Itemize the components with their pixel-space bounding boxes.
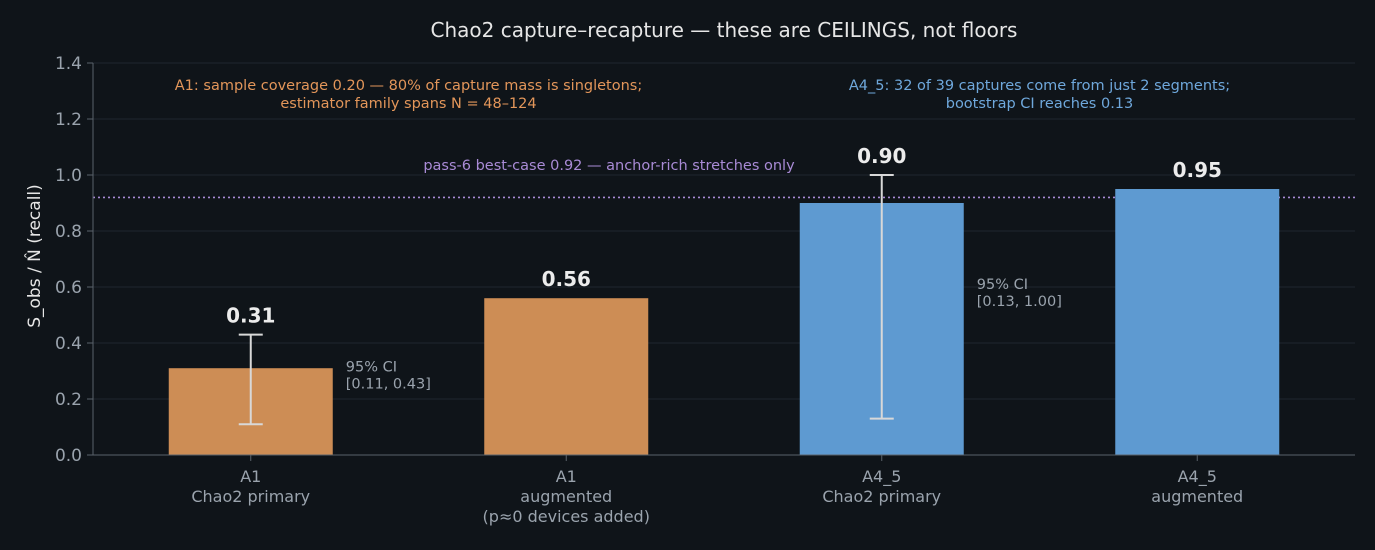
annotation-text: A1: sample coverage 0.20 — 80% of captur… <box>175 78 642 94</box>
y-tick-label: 0.4 <box>55 334 82 354</box>
value-label: 0.95 <box>1173 158 1222 182</box>
ci-label: [0.13, 1.00] <box>977 294 1062 310</box>
y-tick-label: 0.0 <box>55 446 82 466</box>
chart-title: Chao2 capture–recapture — these are CEIL… <box>431 18 1018 42</box>
ci-label: [0.11, 0.43] <box>346 376 431 392</box>
value-labels: 0.31 0.56 0.90 0.95 <box>226 144 1222 328</box>
x-category-label: (p≈0 devices added) <box>483 507 650 526</box>
annotation-text: A4_5: 32 of 39 captures come from just 2… <box>849 78 1230 94</box>
y-tick-label: 1.0 <box>55 166 82 186</box>
y-axis-label: S_obs / N̂ (recall) <box>24 184 45 328</box>
x-category-label: Chao2 primary <box>822 487 941 506</box>
y-tick-label: 1.2 <box>55 110 82 130</box>
x-category-label: A4_5 <box>1178 467 1217 487</box>
error-bars: 95% CI[0.11, 0.43]95% CI[0.13, 1.00] <box>238 174 1062 426</box>
value-label: 0.56 <box>542 267 591 291</box>
x-category-label: Chao2 primary <box>191 487 310 506</box>
y-ticks: 0.0 0.2 0.4 0.6 0.8 1.0 1.2 1.4 <box>55 54 93 466</box>
reference-line-label: pass-6 best-case 0.92 — anchor-rich stre… <box>423 158 795 174</box>
x-category-label: augmented <box>520 487 612 506</box>
value-label: 0.31 <box>226 304 275 328</box>
y-tick-label: 0.8 <box>55 222 82 242</box>
bars <box>168 189 1280 455</box>
bar <box>484 298 649 455</box>
bar <box>1115 189 1280 455</box>
axes <box>92 63 1355 456</box>
annotations: A1: sample coverage 0.20 — 80% of captur… <box>175 78 1230 112</box>
value-label: 0.90 <box>857 144 906 168</box>
annotation-text: bootstrap CI reaches 0.13 <box>946 96 1134 112</box>
x-category-label: A1 <box>556 467 577 486</box>
x-category-label: A4_5 <box>862 467 901 487</box>
ci-label: 95% CI <box>346 359 397 375</box>
ci-label: 95% CI <box>977 277 1028 293</box>
y-tick-label: 0.2 <box>55 390 82 410</box>
y-tick-label: 1.4 <box>55 54 82 74</box>
x-category-label: augmented <box>1151 487 1243 506</box>
y-tick-label: 0.6 <box>55 278 82 298</box>
annotation-text: estimator family spans N = 48–124 <box>280 96 536 112</box>
x-category-label: A1 <box>240 467 261 486</box>
